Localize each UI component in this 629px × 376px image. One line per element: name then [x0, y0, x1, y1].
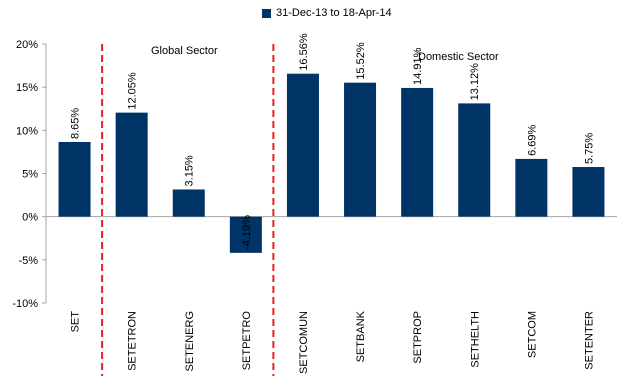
- data-label: 8.65%: [70, 108, 82, 139]
- bar: [344, 82, 377, 217]
- y-tick-label: -10%: [12, 298, 38, 310]
- bar: [401, 87, 434, 217]
- y-tick-label: -5%: [18, 255, 38, 267]
- bar: [172, 189, 205, 217]
- bar: [229, 216, 262, 253]
- y-tick-label: 0%: [22, 212, 38, 224]
- x-tick-label: SETBANK: [355, 310, 367, 362]
- bar: [286, 73, 319, 217]
- data-label: 14.91%: [412, 47, 424, 85]
- bar: [458, 103, 491, 217]
- data-label: -4.19%: [241, 215, 253, 250]
- x-tick-label: SETETRON: [127, 311, 139, 371]
- y-tick-label: 5%: [22, 169, 38, 181]
- x-tick-label: SETPROP: [412, 311, 424, 364]
- domestic-sector-label: Domestic Sector: [418, 51, 499, 63]
- data-label: 13.12%: [469, 63, 481, 101]
- x-tick-label: SETCOMUN: [298, 311, 310, 374]
- x-tick-label: SET: [70, 311, 82, 333]
- x-tick-label: SETENTER: [583, 311, 595, 370]
- legend-label: 31-Dec-13 to 18-Apr-14: [276, 7, 392, 19]
- global-sector-label: Global Sector: [151, 45, 218, 57]
- data-label: 12.05%: [127, 72, 139, 110]
- bar: [515, 158, 548, 217]
- y-tick-label: 20%: [16, 39, 38, 51]
- legend: 31-Dec-13 to 18-Apr-14: [262, 7, 392, 19]
- bar: [115, 112, 148, 217]
- bar: [572, 167, 605, 217]
- data-label: 3.15%: [184, 155, 196, 186]
- x-tick-label: SETPETRO: [241, 311, 253, 371]
- legend-swatch: [262, 8, 271, 18]
- data-label: 16.56%: [298, 33, 310, 71]
- data-label: 5.75%: [583, 133, 595, 164]
- data-label: 6.69%: [526, 125, 538, 156]
- data-label: 15.52%: [355, 42, 367, 80]
- x-tick-label: SETHELTH: [469, 311, 481, 368]
- x-tick-label: SETCOM: [526, 311, 538, 358]
- y-tick-label: 15%: [16, 82, 38, 94]
- x-tick-label: SETENERG: [184, 311, 196, 372]
- y-tick-label: 10%: [16, 125, 38, 137]
- bar: [58, 141, 91, 217]
